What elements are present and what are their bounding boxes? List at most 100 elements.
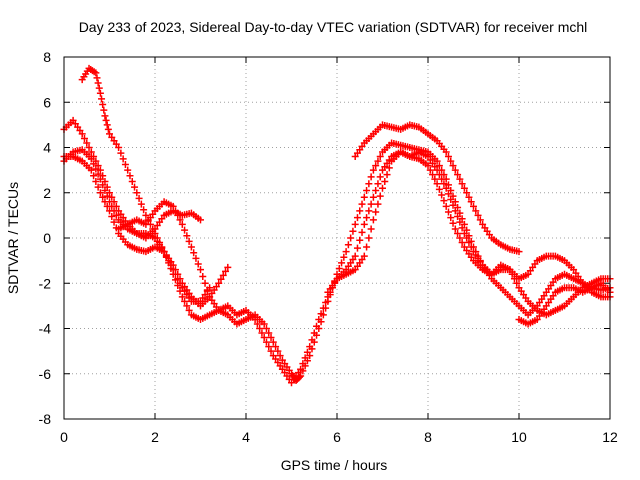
data-point-marker: [349, 227, 357, 235]
data-point-marker: [379, 184, 386, 192]
data-point-marker: [219, 271, 227, 279]
data-point-marker: [87, 155, 95, 163]
data-point-marker: [128, 177, 136, 185]
data-point-marker: [85, 144, 93, 151]
data-point-marker: [433, 157, 441, 165]
data-point-marker: [135, 194, 143, 202]
data-point-marker: [456, 175, 464, 183]
data-point-marker: [306, 343, 314, 351]
data-point-marker: [87, 166, 95, 174]
data-point-marker: [276, 352, 284, 360]
data-point-marker: [353, 244, 361, 252]
x-tick-label: 4: [242, 429, 250, 445]
data-point-marker: [171, 207, 179, 215]
data-point-marker: [374, 157, 382, 165]
data-point-marker: [117, 149, 125, 157]
data-point-marker: [438, 191, 446, 199]
data-point-marker: [260, 320, 268, 328]
data-point-marker: [472, 207, 480, 215]
data-point-marker: [101, 112, 109, 120]
series-track-5: [115, 148, 614, 387]
data-point-marker: [372, 208, 380, 216]
data-point-marker: [449, 201, 457, 209]
data-point-marker: [103, 121, 111, 129]
data-point-marker: [363, 186, 371, 194]
data-point-marker: [363, 243, 371, 251]
data-point-marker: [463, 234, 471, 242]
data-point-marker: [369, 193, 377, 201]
data-point-marker: [358, 200, 366, 208]
series-track-8: [515, 279, 614, 328]
data-point-marker: [429, 171, 437, 179]
data-point-marker: [460, 184, 468, 192]
data-point-marker: [365, 207, 373, 215]
data-point-marker: [183, 302, 191, 310]
data-point-marker: [133, 189, 141, 197]
data-point-marker: [178, 220, 186, 228]
x-tick-label: 0: [60, 429, 68, 445]
data-point-marker: [99, 193, 107, 201]
data-point-marker: [458, 180, 466, 188]
data-point-marker: [372, 186, 380, 194]
data-point-marker: [513, 279, 521, 287]
data-point-marker: [106, 207, 113, 215]
data-point-marker: [435, 171, 443, 179]
data-point-marker: [215, 279, 223, 287]
data-point-marker: [385, 164, 393, 172]
data-point-marker: [80, 134, 88, 142]
data-point-marker: [171, 276, 179, 284]
data-point-marker: [515, 248, 523, 256]
data-point-marker: [121, 160, 129, 168]
data-point-marker: [99, 181, 107, 189]
data-point-marker: [442, 184, 450, 192]
data-point-marker: [360, 220, 368, 228]
data-point-marker: [96, 166, 104, 174]
data-point-marker: [112, 211, 120, 219]
data-point-marker: [98, 95, 106, 103]
data-point-marker: [167, 265, 175, 273]
data-point-marker: [251, 315, 259, 323]
data-point-marker: [303, 348, 311, 356]
data-point-marker: [222, 267, 230, 275]
data-point-marker: [299, 360, 307, 368]
data-series: [60, 64, 614, 387]
x-axis-label: GPS time / hours: [281, 457, 388, 473]
data-point-marker: [353, 214, 361, 222]
data-point-marker: [322, 298, 330, 306]
data-point-marker: [103, 192, 111, 200]
data-point-marker: [374, 180, 382, 188]
data-point-marker: [338, 259, 346, 267]
data-point-marker: [126, 172, 134, 180]
data-point-marker: [269, 338, 277, 346]
data-point-marker: [451, 207, 459, 215]
data-point-marker: [96, 189, 104, 197]
data-point-marker: [444, 208, 452, 216]
data-point-marker: [262, 338, 270, 346]
data-point-marker: [424, 162, 432, 170]
data-point-marker: [308, 336, 316, 344]
data-point-marker: [256, 325, 264, 332]
data-point-marker: [115, 144, 123, 151]
data-point-marker: [197, 266, 204, 274]
x-tick-label: 10: [511, 429, 527, 445]
data-point-marker: [181, 297, 189, 305]
data-point-marker: [267, 334, 275, 342]
data-point-marker: [101, 198, 109, 206]
y-tick-label: -6: [39, 366, 52, 382]
data-point-marker: [201, 279, 209, 287]
data-point-marker: [267, 347, 275, 355]
data-point-marker: [365, 180, 373, 188]
data-point-marker: [381, 177, 389, 185]
data-point-marker: [435, 185, 443, 193]
y-tick-label: 0: [43, 230, 51, 246]
data-point-marker: [510, 275, 518, 283]
axis-ticks: [63, 56, 611, 420]
data-point-marker: [508, 270, 516, 278]
tick-labels: 0 2 4 6 8 10 12 -8 -6 -4 -2 0 2 4 6 8: [39, 49, 618, 445]
data-point-marker: [356, 236, 364, 244]
data-point-marker: [442, 148, 450, 156]
data-point-marker: [104, 125, 112, 133]
data-point-marker: [92, 177, 100, 185]
data-point-marker: [449, 162, 457, 170]
